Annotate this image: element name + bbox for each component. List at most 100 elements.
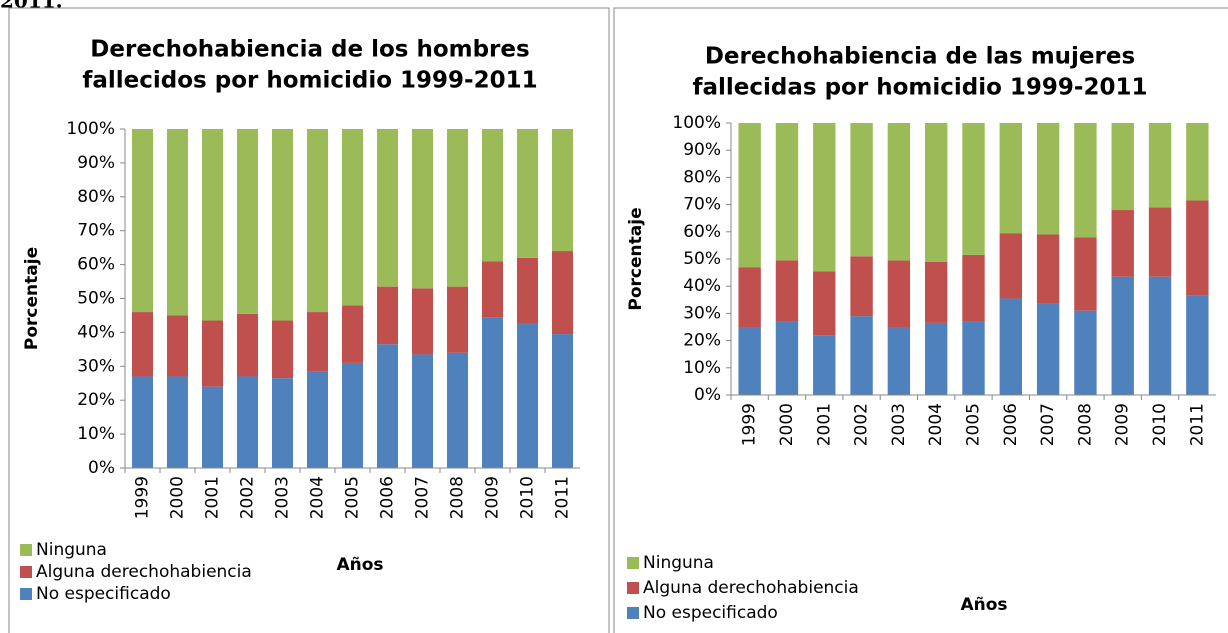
y-tick-label: 20% <box>77 390 115 410</box>
legend-label: Alguna derechohabiencia <box>36 562 252 582</box>
bar-segment <box>307 312 328 372</box>
y-tick-label: 20% <box>683 331 721 351</box>
x-tick-label: 2010 <box>1150 403 1170 446</box>
x-tick-label: 2004 <box>308 476 328 519</box>
legend-swatch <box>20 566 32 578</box>
bar-segment <box>202 129 223 321</box>
bar-segment <box>1148 207 1172 277</box>
bar-segment <box>307 129 328 313</box>
bar-segment <box>482 261 503 318</box>
bar-segment <box>202 386 223 468</box>
y-tick-label: 60% <box>683 222 721 242</box>
y-tick-label: 10% <box>77 424 115 444</box>
x-tick-label: 2009 <box>483 476 503 519</box>
bar-segment <box>342 362 363 468</box>
bar-segment <box>925 322 948 395</box>
x-tick-label: 2011 <box>1187 403 1207 446</box>
bar-segment <box>482 129 503 262</box>
y-tick-label: 30% <box>77 356 115 376</box>
x-tick-label: 2005 <box>964 403 984 446</box>
bar-segment <box>272 320 293 379</box>
bar-segment <box>412 129 433 289</box>
bar-segment <box>813 271 836 336</box>
bar-segment <box>377 286 398 345</box>
bar-segment <box>962 254 985 322</box>
legend-swatch <box>20 544 32 556</box>
bar-segment <box>850 123 873 257</box>
x-tick-label: 2000 <box>168 476 188 519</box>
x-tick-label: 2003 <box>273 476 293 519</box>
bar-segment <box>167 376 188 468</box>
x-tick-label: 2002 <box>238 476 258 519</box>
bar-segment <box>377 344 398 468</box>
x-axis-label: Años <box>336 555 383 575</box>
bar-segment <box>552 334 573 468</box>
x-tick-label: 2006 <box>1001 403 1021 446</box>
bar-segment <box>237 129 258 314</box>
chart-title: Derechohabiencia de los hombres <box>90 37 529 63</box>
bar-segment <box>738 327 761 395</box>
bar-segment <box>517 129 538 258</box>
bar-segment <box>202 320 223 387</box>
legend-swatch <box>627 582 639 594</box>
bar-segment <box>775 321 799 395</box>
bar-segment <box>132 312 153 377</box>
panel-border <box>613 7 1228 633</box>
x-tick-label: 2008 <box>1075 403 1095 446</box>
bar-segment <box>850 256 873 317</box>
bar-segment <box>813 123 836 272</box>
bar-segment <box>517 323 538 468</box>
chart-title: fallecidas por homicidio 1999-2011 <box>693 75 1148 101</box>
bar-segment <box>482 317 503 468</box>
y-tick-label: 0% <box>694 385 721 405</box>
legend-label: No especificado <box>36 584 171 604</box>
x-tick-label: 2003 <box>889 403 909 446</box>
legend-swatch <box>20 588 32 600</box>
y-tick-label: 40% <box>77 322 115 342</box>
bar-segment <box>552 129 573 252</box>
bar-segment <box>887 123 911 261</box>
bar-segment <box>1111 276 1134 395</box>
bar-segment <box>1074 310 1097 395</box>
bar-segment <box>272 378 293 468</box>
chart-title: Derechohabiencia de las mujeres <box>705 44 1135 70</box>
y-tick-label: 10% <box>683 358 721 378</box>
bar-segment <box>412 354 433 468</box>
bar-segment <box>775 123 799 261</box>
legend-swatch <box>627 557 639 569</box>
chart-title: fallecidos por homicidio 1999-2011 <box>82 68 537 94</box>
bar-segment <box>887 260 911 327</box>
bar-segment <box>272 129 293 321</box>
y-tick-label: 70% <box>77 221 115 241</box>
y-axis-label: Porcentaje <box>22 247 42 350</box>
bar-segment <box>167 315 188 377</box>
bar-segment <box>1148 123 1172 208</box>
x-tick-label: 2010 <box>518 476 538 519</box>
y-tick-label: 50% <box>683 249 721 269</box>
x-tick-label: 1999 <box>740 403 760 446</box>
bar-segment <box>447 352 468 468</box>
bar-segment <box>447 129 468 287</box>
bar-segment <box>1148 276 1172 395</box>
bar-segment <box>775 260 799 322</box>
bar-segment <box>1036 123 1060 235</box>
y-tick-label: 0% <box>88 458 115 478</box>
bar-segment <box>1074 237 1097 311</box>
legend-label: Ninguna <box>36 540 107 560</box>
bar-segment <box>962 321 985 395</box>
y-tick-label: 40% <box>683 276 721 296</box>
x-tick-label: 2007 <box>413 476 433 519</box>
bar-segment <box>887 327 911 395</box>
bar-segment <box>999 123 1022 234</box>
bar-segment <box>552 251 573 335</box>
y-tick-label: 30% <box>683 303 721 323</box>
bar-segment <box>1036 234 1060 304</box>
bar-segment <box>132 376 153 468</box>
bar-segment <box>342 305 363 363</box>
y-tick-label: 100% <box>672 113 721 133</box>
x-tick-label: 2002 <box>852 403 872 446</box>
bar-segment <box>962 123 985 255</box>
x-tick-label: 1999 <box>133 476 153 519</box>
x-tick-label: 2006 <box>378 476 398 519</box>
bar-segment <box>1111 123 1134 211</box>
